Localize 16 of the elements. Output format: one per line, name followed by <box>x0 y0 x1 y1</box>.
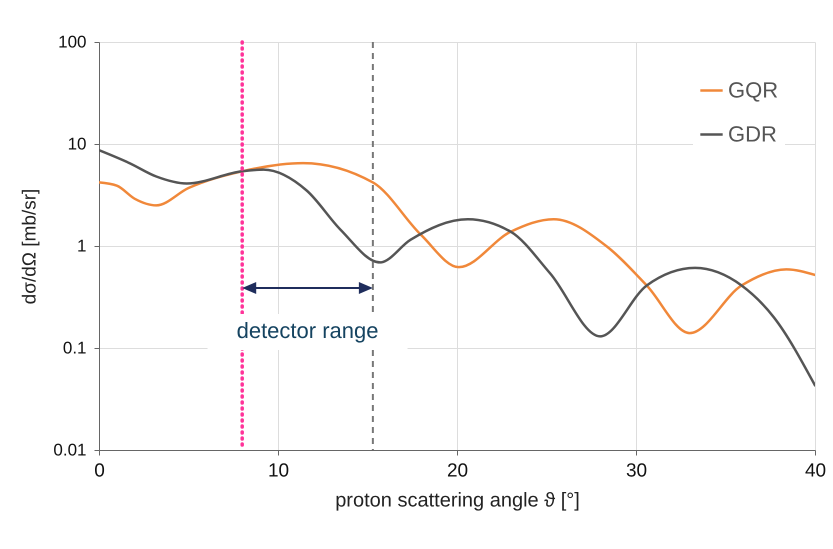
x-tick-label: 30 <box>626 460 648 482</box>
y-tick-label: 10 <box>68 134 86 154</box>
x-tick-label: 20 <box>446 460 468 482</box>
y-tick-label: 0.01 <box>53 440 86 460</box>
x-tick-label: 40 <box>804 460 826 482</box>
x-tick-label: 10 <box>268 460 290 482</box>
x-axis-title: proton scattering angle ϑ [°] <box>335 490 580 512</box>
legend-label: GQR <box>728 78 778 102</box>
y-axis-title: dσ/dΩ [mb/sr] <box>19 188 40 304</box>
annotation: detector range <box>236 318 378 343</box>
legend-label: GDR <box>728 122 777 146</box>
y-tick-label: 1 <box>77 236 86 256</box>
line-series <box>99 148 815 387</box>
y-tick-label: 0.1 <box>62 338 86 358</box>
x-tick-label: 0 <box>94 460 105 482</box>
y-tick-label: 100 <box>58 32 86 52</box>
